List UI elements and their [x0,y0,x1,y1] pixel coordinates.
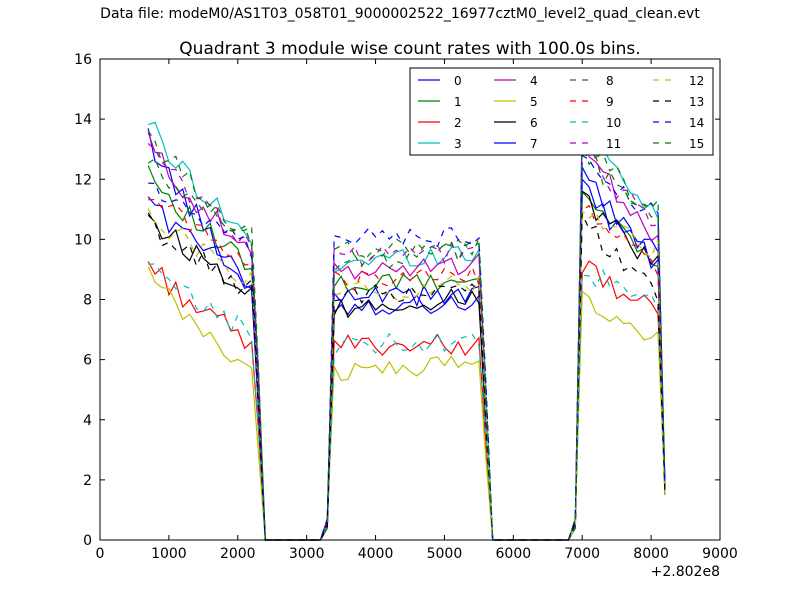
y-tick-label: 0 [83,533,92,549]
y-tick-label: 8 [83,293,92,309]
y-tick-label: 12 [74,172,92,188]
series-line-4 [147,130,666,541]
legend-label-9: 9 [606,95,614,109]
y-tick-label: 16 [74,52,92,68]
chart-title: Quadrant 3 module wise count rates with … [179,39,640,59]
y-tick-label: 14 [74,112,92,128]
y-tick-label: 4 [83,413,92,429]
series-line-1 [147,165,666,541]
legend-label-15: 15 [689,137,704,151]
series-line-12 [147,208,666,541]
x-offset-label: +2.802e8 [651,564,720,580]
x-tick-label: 4000 [358,546,394,562]
series-line-0 [147,128,666,541]
legend-label-2: 2 [454,116,462,130]
series-line-6 [147,190,666,541]
series-line-5 [147,266,666,541]
legend-label-8: 8 [606,74,614,88]
legend-label-10: 10 [606,116,621,130]
series-line-11 [147,130,666,541]
legend-label-7: 7 [530,137,538,151]
legend-label-3: 3 [454,137,462,151]
legend-label-1: 1 [454,95,462,109]
legend-label-4: 4 [530,74,538,88]
suptitle: Data file: modeM0/AS1T03_058T01_90000025… [100,6,700,22]
y-tick-label: 2 [83,473,92,489]
legend-label-11: 11 [606,137,621,151]
y-tick-label: 6 [83,353,92,369]
series-line-14 [148,154,666,541]
legend-label-13: 13 [689,95,704,109]
series-line-15 [147,142,666,541]
legend-label-14: 14 [689,116,704,130]
x-tick-label: 6000 [496,546,532,562]
legend-label-0: 0 [454,74,462,88]
x-tick-label: 1000 [151,546,187,562]
x-tick-label: 8000 [633,546,669,562]
legend-label-12: 12 [689,74,704,88]
series-line-9 [148,198,666,541]
x-tick-label: 2000 [220,546,256,562]
series-line-13 [147,212,666,541]
series-line-10 [148,263,666,541]
series-line-7 [147,177,666,541]
x-tick-label: 9000 [702,546,738,562]
x-tick-label: 0 [96,546,105,562]
legend-label-6: 6 [530,116,538,130]
x-tick-label: 3000 [289,546,325,562]
legend-box [409,67,714,156]
x-tick-label: 7000 [564,546,600,562]
legend-label-5: 5 [530,95,538,109]
y-tick-label: 10 [74,232,92,248]
series-line-8 [147,130,666,541]
series-line-3 [148,118,666,541]
x-tick-label: 5000 [427,546,463,562]
